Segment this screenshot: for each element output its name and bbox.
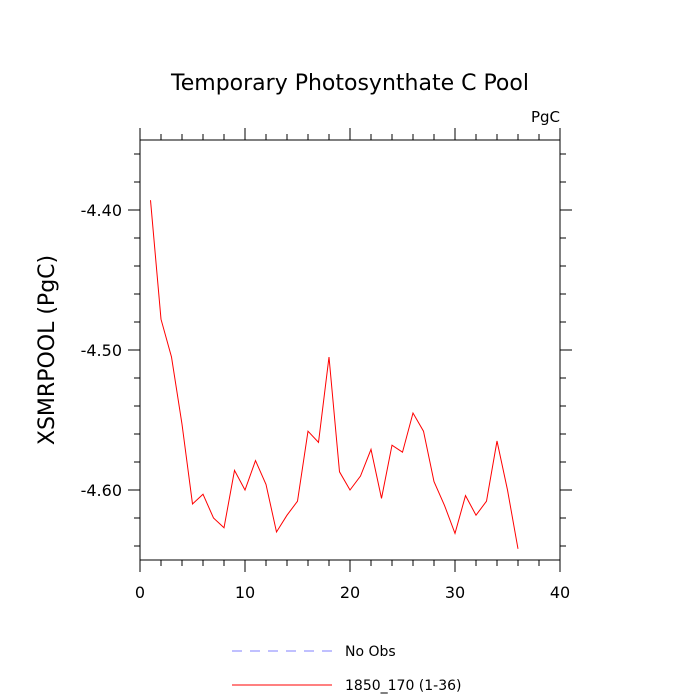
legend-label-no-obs: No Obs [345, 644, 396, 660]
plot-frame [139, 139, 561, 561]
x-tick-label: 10 [235, 583, 255, 602]
x-tick-label: 0 [135, 583, 145, 602]
y-tick-label: -4.40 [81, 201, 122, 220]
y-axis-label: XSMRPOOL (PgC) [35, 255, 60, 445]
y-tick-label: -4.60 [81, 481, 122, 500]
legend: No Obs 1850_170 (1-36) [232, 644, 462, 694]
x-tick-label: 20 [340, 583, 360, 602]
axis-tick-labels: 0 10 20 30 40 -4.60 -4.50 -4.40 [81, 201, 571, 602]
axis-ticks [128, 128, 572, 572]
series-lines [150, 200, 519, 549]
units-label: PgC [531, 108, 560, 126]
series-line [150, 200, 519, 549]
legend-label-1850-170: 1850_170 (1-36) [345, 678, 462, 694]
x-tick-label: 30 [445, 583, 465, 602]
x-tick-label: 40 [550, 583, 570, 602]
chart-title: Temporary Photosynthate C Pool [170, 71, 529, 96]
y-tick-label: -4.50 [81, 341, 122, 360]
